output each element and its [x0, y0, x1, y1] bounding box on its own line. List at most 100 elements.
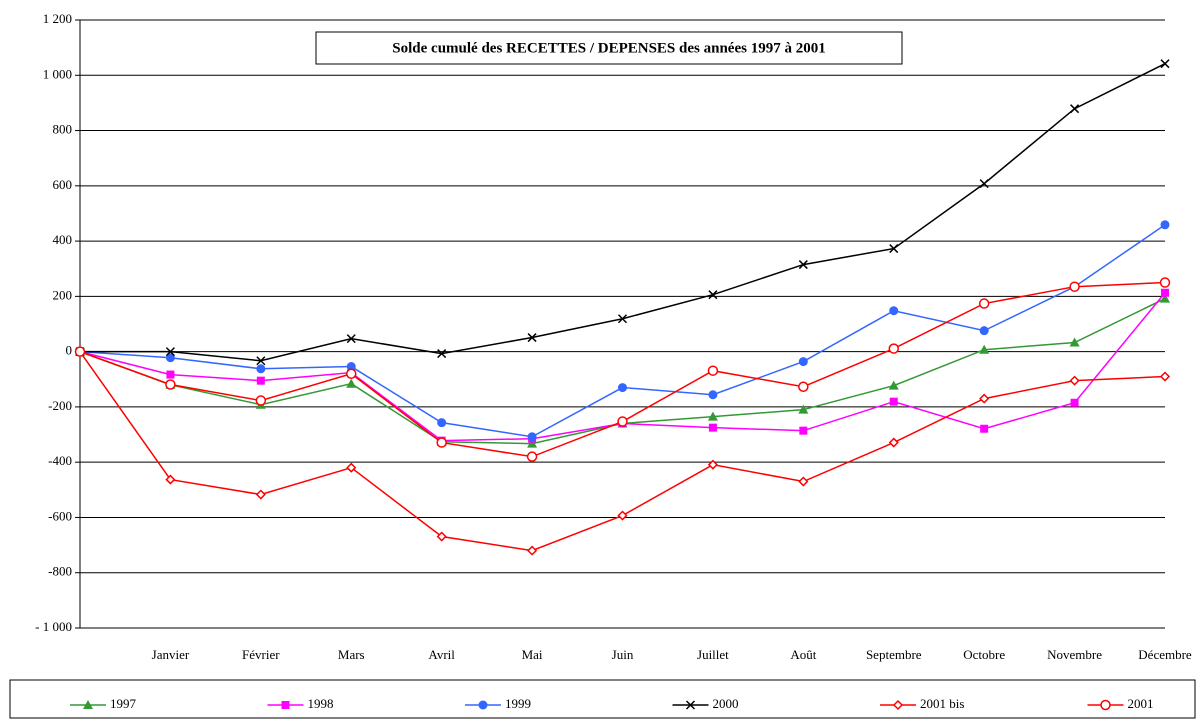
title-box — [315, 31, 903, 65]
marker — [798, 404, 809, 414]
series-line — [79, 351, 1166, 552]
marker — [1100, 699, 1111, 711]
y-tick-label: 1 000 — [43, 66, 72, 81]
x-tick-label: Septembre — [866, 647, 922, 662]
marker — [707, 459, 718, 470]
marker — [165, 379, 176, 390]
y-tick-label: 800 — [53, 122, 73, 137]
marker — [798, 381, 809, 392]
marker — [979, 179, 989, 189]
marker — [436, 531, 447, 542]
marker — [798, 357, 808, 367]
legend-label: 1998 — [308, 696, 334, 711]
marker — [437, 349, 447, 359]
marker — [978, 298, 990, 309]
marker — [255, 489, 266, 500]
marker — [1159, 371, 1171, 382]
marker — [255, 395, 267, 406]
marker — [1160, 293, 1170, 303]
marker — [346, 334, 356, 344]
marker — [892, 699, 904, 711]
y-tick-label: 0 — [66, 343, 73, 358]
y-tick-label: -200 — [48, 398, 72, 413]
marker — [799, 426, 808, 435]
marker — [527, 333, 537, 343]
marker — [527, 545, 538, 556]
y-tick-label: 200 — [53, 287, 73, 302]
marker — [83, 700, 93, 709]
marker — [256, 356, 266, 366]
marker — [708, 290, 718, 300]
marker — [617, 314, 628, 324]
marker — [979, 344, 990, 354]
x-tick-label: Juin — [612, 647, 634, 662]
marker — [708, 423, 717, 432]
marker — [979, 326, 989, 336]
marker — [707, 365, 719, 376]
y-tick-label: -400 — [48, 453, 72, 468]
x-tick-label: Janvier — [152, 647, 190, 662]
marker — [346, 378, 357, 388]
chart-title: Solde cumulé des RECETTES / DEPENSES des… — [392, 40, 825, 56]
legend-box — [9, 679, 1196, 719]
marker — [346, 362, 356, 372]
x-tick-label: Mai — [522, 647, 543, 662]
marker — [165, 347, 175, 357]
marker — [166, 370, 175, 379]
legend-label: 2001 — [1128, 696, 1154, 711]
marker — [527, 438, 538, 448]
plot: - 1 000 -800 -600 -400 -200 0 200 400 600 800 1 00… — [35, 11, 1192, 662]
y-tick-label: 1 200 — [43, 11, 72, 26]
y-tick-label: -600 — [48, 508, 72, 523]
x-tick-label: Juillet — [697, 647, 729, 662]
marker — [889, 306, 899, 316]
marker — [1161, 288, 1169, 297]
y-tick-label: 400 — [53, 232, 73, 247]
marker — [889, 397, 898, 406]
marker — [74, 346, 86, 357]
y-tick-label: - 1 000 — [35, 619, 72, 634]
marker — [798, 260, 808, 270]
legend-label: 1997 — [110, 696, 137, 711]
series-line — [80, 62, 1166, 362]
marker — [256, 376, 265, 385]
y-tick-label: 600 — [53, 177, 73, 192]
marker — [165, 353, 175, 363]
marker — [1159, 277, 1171, 288]
marker — [888, 343, 899, 354]
legend-label: 2001 bis — [920, 696, 964, 711]
x-tick-label: Mars — [338, 647, 365, 662]
marker — [527, 432, 537, 442]
marker — [1069, 375, 1080, 386]
legend-label: 1999 — [505, 696, 531, 711]
x-tick-label: Août — [790, 647, 816, 662]
marker — [346, 462, 357, 473]
marker — [1069, 337, 1080, 347]
marker — [1070, 398, 1079, 407]
marker — [888, 437, 899, 448]
marker — [436, 437, 447, 448]
marker — [979, 393, 990, 404]
marker — [798, 476, 809, 487]
x-tick-label: Avril — [428, 647, 455, 662]
marker — [617, 510, 628, 521]
marker — [478, 700, 488, 710]
marker — [526, 451, 538, 462]
marker — [617, 416, 628, 427]
legend-label: 2000 — [713, 696, 739, 711]
marker — [346, 368, 357, 379]
marker — [1069, 281, 1080, 292]
x-tick-label: Novembre — [1047, 647, 1102, 662]
y-tick-label: -800 — [48, 564, 72, 579]
series-line — [79, 281, 1166, 458]
marker — [888, 380, 899, 390]
marker — [1070, 104, 1080, 114]
marker — [281, 701, 290, 709]
marker — [256, 364, 266, 374]
marker — [708, 390, 718, 400]
marker — [165, 474, 176, 485]
x-tick-label: Décembre — [1138, 647, 1192, 662]
marker — [980, 424, 989, 433]
marker — [618, 383, 627, 393]
